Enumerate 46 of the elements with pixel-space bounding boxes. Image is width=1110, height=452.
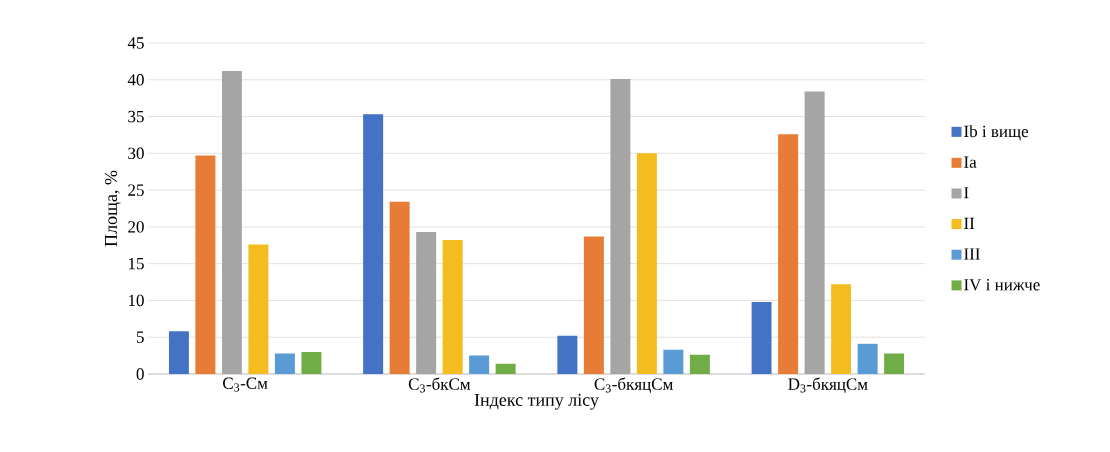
- y-tick-label: 20: [128, 221, 144, 233]
- bar: [221, 70, 242, 374]
- legend-label: II: [964, 217, 975, 229]
- legend-label: Ib і вище: [964, 125, 1029, 141]
- bar: [363, 114, 384, 374]
- x-axis-title: Індекс типу лісу: [474, 393, 599, 410]
- bar: [636, 153, 657, 374]
- legend-label: III: [964, 248, 980, 260]
- x-tick-label: C$_{3}$-См: [223, 377, 268, 392]
- bar: [389, 201, 410, 374]
- bar: [751, 301, 772, 374]
- y-tick-label: 5: [136, 331, 144, 343]
- x-tick-label: C$_{3}$-бкяцСм: [594, 377, 673, 393]
- legend-label: IV і нижче: [964, 279, 1040, 291]
- y-tick-label: 25: [128, 184, 144, 196]
- bar: [301, 351, 322, 374]
- bar: [168, 331, 189, 374]
- legend-label: I: [964, 187, 969, 199]
- y-tick-label: 15: [128, 257, 144, 270]
- y-tick-label: 35: [128, 110, 144, 123]
- bar: [663, 349, 684, 374]
- bar: [884, 353, 905, 374]
- bar: [583, 236, 604, 374]
- bar: [831, 284, 852, 374]
- y-tick-label: 45: [127, 37, 144, 49]
- bar: [195, 155, 216, 374]
- legend-label: Ia: [964, 156, 977, 168]
- bar: [469, 355, 490, 374]
- bar: [804, 91, 825, 374]
- bar: [557, 335, 578, 374]
- bar: [416, 232, 437, 374]
- x-tick-label: C$_{3}$-бкСм: [408, 377, 471, 393]
- y-tick-label: 40: [127, 74, 144, 86]
- bar: [857, 343, 878, 374]
- bar: [778, 134, 799, 374]
- x-tick-label: D$_{3}$-бкяцСм: [788, 377, 868, 393]
- y-tick-label: 0: [136, 368, 144, 380]
- bar: [610, 79, 631, 374]
- y-tick-label: 30: [128, 147, 144, 160]
- y-tick-label: 10: [128, 294, 144, 307]
- bar: [689, 354, 710, 374]
- bar: [274, 353, 295, 374]
- bar: [495, 363, 516, 374]
- bar: [442, 240, 463, 374]
- y-axis-title: Площа, %: [104, 170, 121, 247]
- bar: [248, 244, 269, 374]
